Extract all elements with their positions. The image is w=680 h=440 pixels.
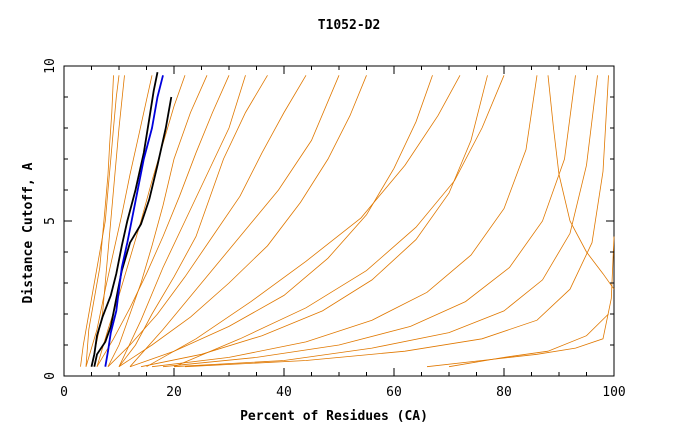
x-tick-label: 60 (386, 385, 402, 400)
series-line-orange-4 (85, 75, 114, 367)
x-tick-label: 20 (166, 385, 182, 400)
series-line-black-0 (90, 72, 159, 367)
series-line-orange-13 (162, 75, 576, 368)
series-line-orange-25 (173, 75, 505, 368)
series-line-orange-15 (184, 75, 609, 368)
chart-title: T1052-D2 (318, 18, 381, 33)
series-line-orange-5 (85, 75, 153, 367)
series-line-orange-7 (96, 75, 230, 367)
series-line-orange-9 (118, 75, 367, 368)
series-line-orange-23 (547, 75, 615, 290)
y-tick-label: 0 (43, 372, 58, 380)
x-tick-label: 40 (276, 385, 292, 400)
tick-layer: 0 20 40 60 80 100 0 5 10 (43, 58, 626, 400)
y-axis-label: Distance Cutoff, A (21, 162, 36, 303)
series-line-orange-20 (107, 75, 208, 367)
series-layer (80, 72, 615, 368)
series-line-orange-16 (118, 75, 246, 367)
x-tick-label: 80 (496, 385, 512, 400)
series-line-orange-18 (146, 75, 461, 368)
series-line-orange-22 (448, 313, 609, 368)
series-line-orange-11 (140, 75, 488, 368)
series-line-orange-19 (118, 75, 268, 367)
x-tick-label: 100 (602, 385, 625, 400)
y-tick-label: 5 (43, 217, 58, 225)
plot-area (63, 65, 615, 377)
series-line-orange-8 (107, 75, 307, 367)
series-line-orange-12 (151, 75, 538, 368)
series-line-orange-3 (80, 75, 120, 367)
x-axis-label: Percent of Residues (CA) (240, 409, 428, 424)
series-line-orange-21 (426, 236, 615, 368)
series-line-orange-10 (129, 75, 433, 368)
y-tick-label: 10 (43, 58, 58, 74)
series-line-orange-17 (129, 75, 340, 367)
series-line-blue-2 (104, 75, 164, 367)
series-line-black-1 (93, 96, 173, 367)
series-line-orange-14 (173, 75, 598, 368)
x-tick-label: 0 (60, 385, 68, 400)
